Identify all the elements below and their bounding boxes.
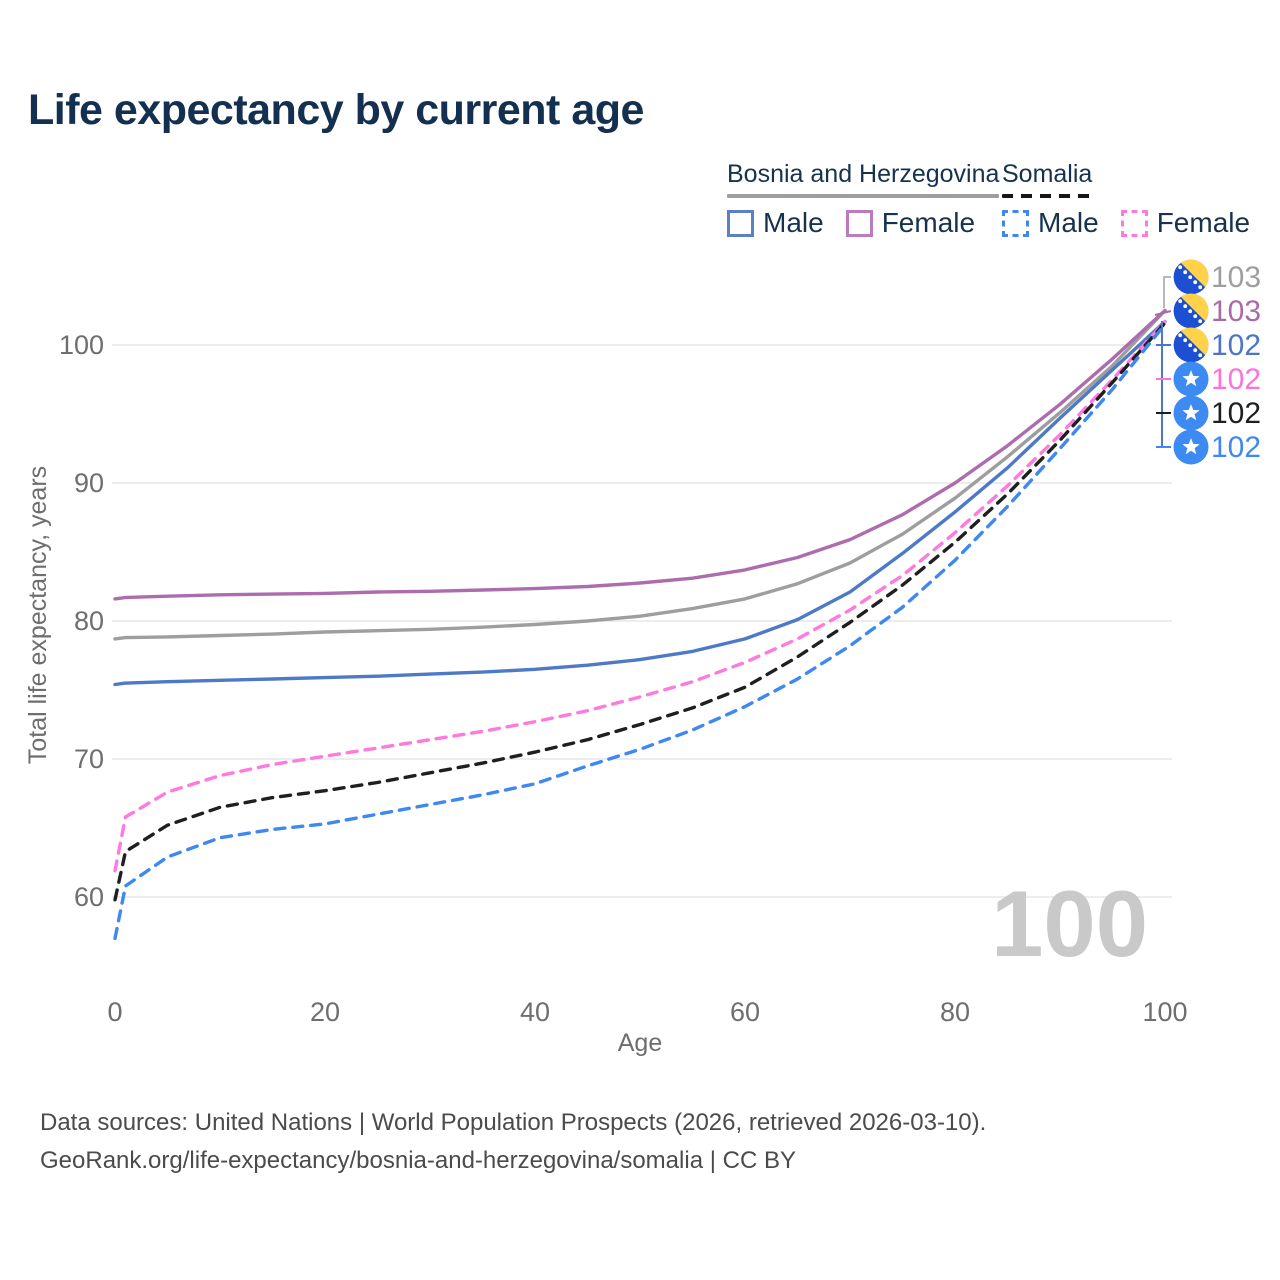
footer-attribution: GeoRank.org/life-expectancy/bosnia-and-h… (40, 1147, 796, 1174)
legend-swatch-icon (845, 209, 873, 237)
x-tick-label: 80 (940, 997, 970, 1027)
end-value-label-bosnia-and-herzegovina-male: 102 (1211, 329, 1261, 362)
legend-swatch-icon (1120, 209, 1148, 237)
series-line-somalia-female (113, 319, 1167, 873)
legend-group-bosnia-and-herzegovina: Bosnia and Herzegovina Male Female (727, 160, 1000, 239)
x-axis-title: Age (618, 1029, 662, 1057)
leader-line-gray (1163, 276, 1171, 308)
legend-item-somalia-female[interactable]: Female (1120, 207, 1251, 239)
flag-icon-bosnia (1173, 259, 1209, 295)
end-value-label-somalia-average: 102 (1211, 397, 1261, 430)
y-tick-label: 90 (74, 468, 104, 498)
series-line-bosnia-and-herzegovina-female (113, 308, 1167, 601)
legend-item-label: Female (881, 207, 976, 238)
legend-linestyle-dashed (1002, 194, 1093, 198)
legend-item-label: Male (763, 207, 824, 238)
end-value-label-bosnia-and-herzegovina-average: 103 (1211, 261, 1261, 294)
legend-linestyle-solid (727, 194, 1000, 198)
series-line-bosnia-and-herzegovina-average (113, 308, 1167, 641)
chart-title: Life expectancy by current age (28, 86, 644, 134)
leader-line-purple (1154, 310, 1172, 316)
legend-country-label: Bosnia and Herzegovina (727, 160, 1000, 188)
legend-item-bosnia-male[interactable]: Male (727, 207, 824, 239)
legend-item-label: Male (1038, 207, 1099, 238)
y-tick-label: 100 (59, 330, 104, 360)
series-line-somalia-average (113, 321, 1167, 902)
x-tick-label: 40 (520, 997, 550, 1027)
y-tick-label: 70 (74, 744, 104, 774)
footer-sources: Data sources: United Nations | World Pop… (40, 1109, 987, 1136)
legend-item-label: Female (1156, 207, 1251, 238)
series-line-somalia-male (113, 322, 1167, 941)
flag-icon-somalia (1173, 395, 1209, 431)
legend-item-bosnia-female[interactable]: Female (845, 207, 976, 239)
legend-country-label: Somalia (1002, 160, 1093, 188)
flag-icon-somalia (1173, 429, 1209, 465)
end-value-label-somalia-female: 102 (1211, 363, 1261, 396)
x-tick-label: 60 (730, 997, 760, 1027)
flag-icon-somalia (1173, 361, 1209, 397)
end-value-label-somalia-male: 102 (1211, 431, 1261, 464)
legend-swatch-icon (727, 209, 754, 237)
series-line-bosnia-and-herzegovina-male (113, 319, 1167, 687)
age-counter-watermark: 100 (991, 871, 1148, 976)
y-axis-title: Total life expectancy, years (24, 466, 52, 764)
x-tick-label: 20 (310, 997, 340, 1027)
legend-swatch-icon (1002, 209, 1029, 237)
legend-group-somalia: Somalia Male Female (1002, 160, 1250, 239)
footer: Data sources: United Nations | World Pop… (40, 1104, 986, 1180)
flag-icon-bosnia (1173, 293, 1209, 329)
x-tick-label: 100 (1142, 997, 1187, 1027)
flag-icon-bosnia (1173, 327, 1209, 363)
end-value-label-bosnia-and-herzegovina-female: 103 (1211, 295, 1261, 328)
x-tick-label: 0 (107, 997, 122, 1027)
y-tick-label: 80 (74, 606, 104, 636)
y-tick-label: 60 (74, 882, 104, 912)
legend-item-somalia-male[interactable]: Male (1002, 207, 1099, 239)
